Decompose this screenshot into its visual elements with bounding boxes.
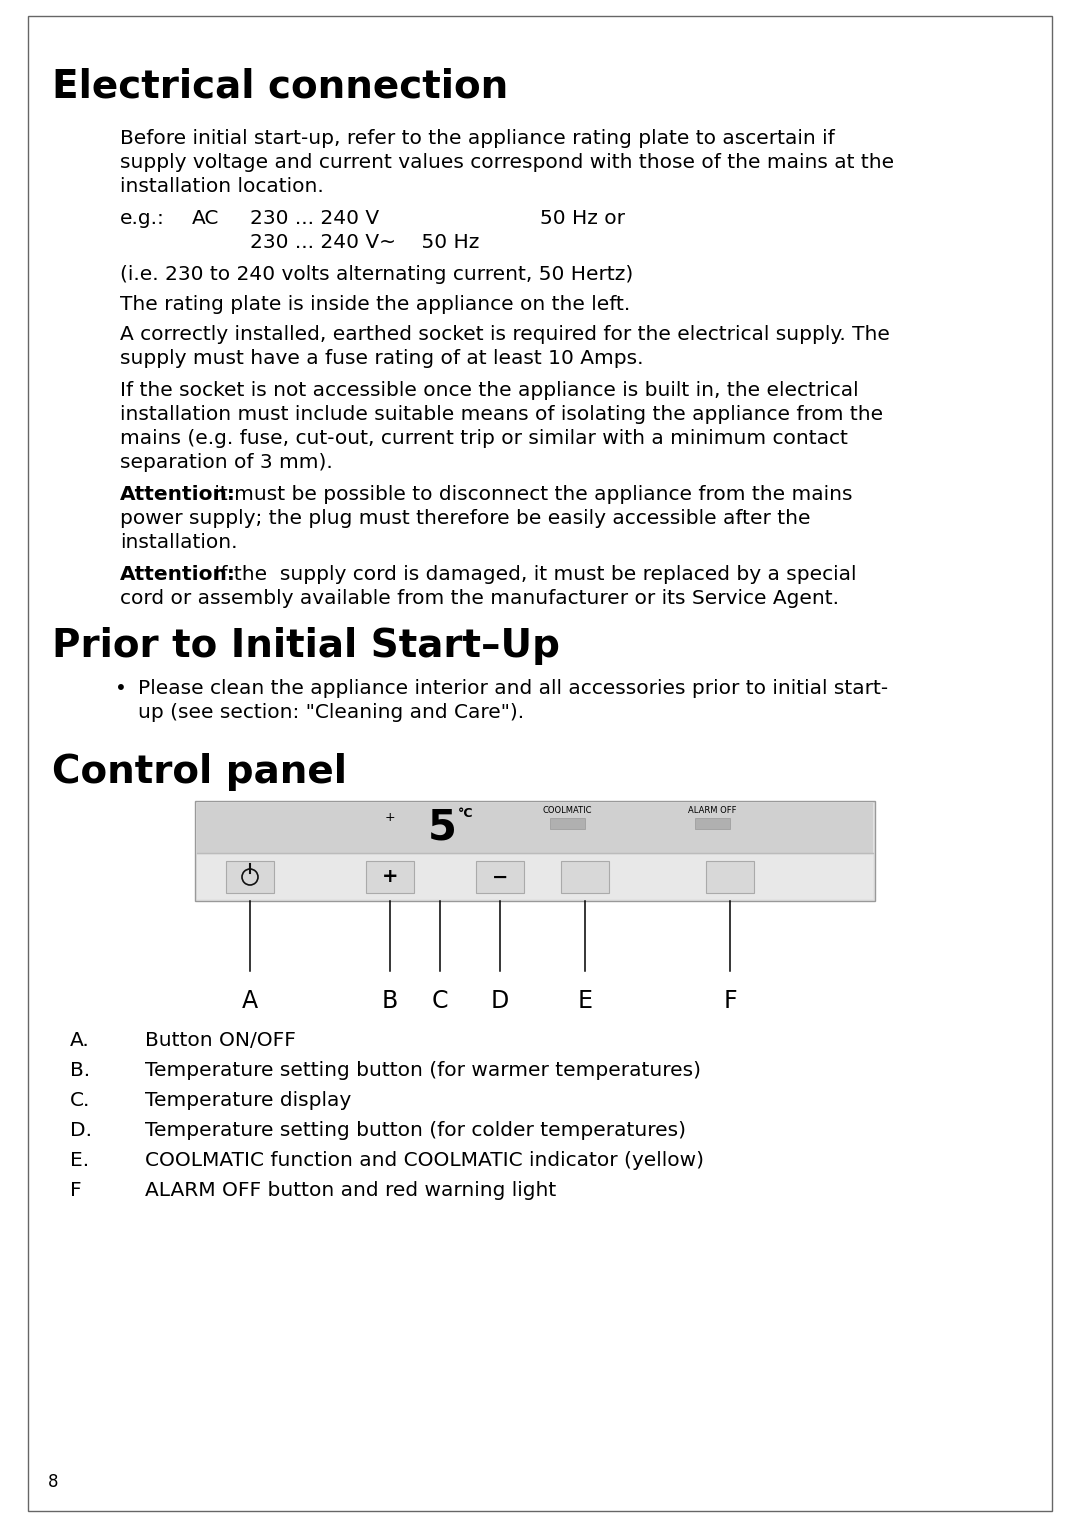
Text: up (see section: "Cleaning and Care").: up (see section: "Cleaning and Care"). [138,703,524,722]
Text: ALARM OFF: ALARM OFF [688,806,737,815]
Text: Before initial start-up, refer to the appliance rating plate to ascertain if: Before initial start-up, refer to the ap… [120,128,835,148]
Bar [366,861,414,893]
Text: ALARM OFF button and red warning light: ALARM OFF button and red warning light [145,1180,556,1200]
Text: D.: D. [70,1121,92,1141]
Text: A correctly installed, earthed socket is required for the electrical supply. The: A correctly installed, earthed socket is… [120,326,890,344]
Bar [226,861,274,893]
Text: −: − [491,867,509,887]
Text: Control panel: Control panel [52,752,347,790]
Text: Attention:: Attention: [120,566,235,584]
Text: (i.e. 230 to 240 volts alternating current, 50 Hertz): (i.e. 230 to 240 volts alternating curre… [120,265,633,284]
Bar [561,861,609,893]
Text: supply must have a fuse rating of at least 10 Amps.: supply must have a fuse rating of at lea… [120,349,644,368]
Text: COOLMATIC function and COOLMATIC indicator (yellow): COOLMATIC function and COOLMATIC indicat… [145,1151,704,1170]
Text: A.: A. [70,1031,90,1050]
Text: e.g.:: e.g.: [120,209,165,228]
Text: power supply; the plug must therefore be easily accessible after the: power supply; the plug must therefore be… [120,509,810,528]
Text: Temperature setting button (for colder temperatures): Temperature setting button (for colder t… [145,1121,686,1141]
Text: +: + [384,810,395,824]
Text: 8: 8 [48,1472,58,1491]
Text: E.: E. [70,1151,90,1170]
Text: If the  supply cord is damaged, it must be replaced by a special: If the supply cord is damaged, it must b… [208,566,856,584]
Text: Temperature display: Temperature display [145,1092,351,1110]
Text: E: E [578,989,593,1014]
Text: COOLMATIC: COOLMATIC [542,806,592,815]
Text: Button ON/OFF: Button ON/OFF [145,1031,296,1050]
Bar [197,855,873,899]
Text: B.: B. [70,1061,90,1079]
Text: 5: 5 [428,807,457,849]
Text: •: • [114,679,126,699]
Text: it must be possible to disconnect the appliance from the mains: it must be possible to disconnect the ap… [208,485,852,505]
Bar [476,861,524,893]
Text: installation.: installation. [120,534,238,552]
Text: Temperature setting button (for warmer temperatures): Temperature setting button (for warmer t… [145,1061,701,1079]
Text: 50 Hz or: 50 Hz or [540,209,625,228]
Text: +: + [381,867,399,887]
Text: installation must include suitable means of isolating the appliance from the: installation must include suitable means… [120,405,883,424]
Bar [550,818,585,829]
Text: If the socket is not accessible once the appliance is built in, the electrical: If the socket is not accessible once the… [120,381,859,401]
Text: Attention:: Attention: [120,485,235,505]
Bar [696,818,730,829]
Text: AC: AC [192,209,219,228]
Text: D: D [491,989,509,1014]
Text: C.: C. [70,1092,91,1110]
Text: The rating plate is inside the appliance on the left.: The rating plate is inside the appliance… [120,295,631,313]
Text: installation location.: installation location. [120,177,324,196]
Text: Electrical connection: Electrical connection [52,67,509,106]
Text: cord or assembly available from the manufacturer or its Service Agent.: cord or assembly available from the manu… [120,589,839,609]
Text: Prior to Initial Start–Up: Prior to Initial Start–Up [52,627,561,665]
Text: F: F [724,989,737,1014]
Bar [706,861,754,893]
Text: A: A [242,989,258,1014]
Text: B: B [382,989,399,1014]
Text: F: F [70,1180,82,1200]
Text: °C: °C [458,807,473,820]
Bar [197,803,873,853]
Text: separation of 3 mm).: separation of 3 mm). [120,453,333,472]
Bar [195,801,875,901]
Text: C: C [432,989,448,1014]
Text: Please clean the appliance interior and all accessories prior to initial start-: Please clean the appliance interior and … [138,679,888,699]
Text: 230 ... 240 V∼    50 Hz: 230 ... 240 V∼ 50 Hz [249,232,480,252]
Text: mains (e.g. fuse, cut-out, current trip or similar with a minimum contact: mains (e.g. fuse, cut-out, current trip … [120,430,848,448]
Text: 230 ... 240 V: 230 ... 240 V [249,209,379,228]
Text: supply voltage and current values correspond with those of the mains at the: supply voltage and current values corres… [120,153,894,171]
